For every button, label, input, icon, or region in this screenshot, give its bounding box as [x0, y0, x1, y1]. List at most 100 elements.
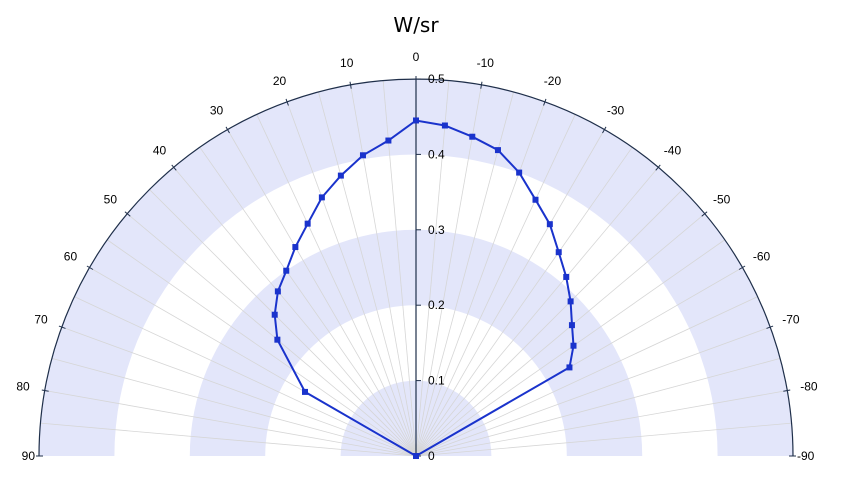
radial-tick-label: 0.1 — [428, 374, 445, 388]
grid-spoke — [415, 422, 792, 457]
data-point — [304, 220, 311, 227]
grid-spoke — [415, 146, 633, 457]
angle-tick-label: -80 — [800, 380, 818, 394]
grid-spoke — [126, 213, 417, 457]
data-point — [566, 364, 573, 371]
data-point — [469, 133, 476, 140]
angle-tick-label: 20 — [273, 74, 287, 88]
angle-tick-label: 40 — [153, 143, 167, 157]
angle-tick-label: 10 — [340, 56, 354, 70]
radial-tick-label: 0.3 — [428, 223, 445, 237]
angle-tick — [124, 211, 131, 217]
grid-spoke — [415, 390, 788, 457]
data-point — [568, 322, 575, 329]
grid-spoke — [61, 326, 417, 457]
radial-band — [39, 79, 793, 456]
data-point — [301, 388, 308, 395]
data-point — [337, 172, 344, 179]
grid-spoke — [199, 146, 417, 457]
data-point — [359, 152, 366, 159]
angle-tick-label: -10 — [477, 56, 495, 70]
grid-spoke — [415, 213, 706, 457]
data-point — [413, 117, 419, 124]
grid-spoke — [318, 91, 417, 457]
angle-tick-label: -30 — [607, 103, 625, 117]
angle-tick-label: 0 — [413, 50, 420, 64]
radial-tick-label: 0 — [428, 449, 435, 463]
data-point — [494, 147, 501, 154]
grid-spoke — [40, 422, 417, 457]
angle-tick-label: -90 — [797, 449, 815, 463]
angle-ticks-layer: 90 80 70 60 50 40 30 20 10 0 -10 -20 -30 -40 -50 -60 -70… — [16, 50, 818, 463]
grid-spoke — [415, 326, 771, 457]
data-point — [441, 122, 448, 129]
grid-spoke — [415, 239, 726, 457]
radial-tick-label: 0.5 — [428, 72, 445, 86]
angle-tick — [783, 389, 791, 392]
data-point — [385, 137, 392, 144]
angle-tick — [655, 164, 661, 171]
angle-tick-label: -20 — [544, 74, 562, 88]
grid-layer — [40, 80, 792, 457]
grid-spoke — [350, 84, 417, 457]
grid-spoke — [51, 358, 417, 457]
radial-tick-label: 0.2 — [428, 298, 445, 312]
chart-title: W/sr — [393, 13, 439, 37]
angle-tick — [480, 81, 483, 89]
data-point — [546, 221, 553, 228]
angle-tick — [766, 325, 774, 329]
data-point — [516, 169, 523, 176]
grid-spoke — [44, 390, 417, 457]
angle-tick-label: 30 — [210, 103, 224, 117]
angle-tick — [285, 98, 289, 106]
grid-spoke — [149, 189, 417, 457]
angle-tick — [701, 211, 708, 217]
grid-spoke — [415, 166, 659, 457]
angle-tick — [738, 265, 746, 270]
data-point — [318, 194, 325, 201]
angle-tick — [41, 389, 49, 392]
grid-spoke — [173, 166, 417, 457]
data-point — [274, 336, 281, 343]
grid-spoke — [74, 296, 417, 457]
data-point — [413, 453, 419, 459]
angle-tick — [86, 265, 94, 270]
angle-tick-label: 90 — [22, 449, 36, 463]
data-point — [292, 244, 299, 251]
angle-tick — [58, 325, 66, 329]
data-point — [283, 267, 290, 274]
grid-spoke — [286, 101, 417, 457]
grid-spoke — [415, 189, 683, 457]
grid-spoke — [415, 358, 781, 457]
grid-spoke — [415, 114, 576, 457]
angle-tick — [225, 126, 230, 134]
angle-tick-label: -40 — [664, 143, 682, 157]
angle-tick-label: 50 — [104, 193, 118, 207]
grid-spoke — [415, 129, 605, 457]
grid-spoke — [415, 84, 482, 457]
angle-tick-label: -60 — [753, 250, 771, 264]
radial-axis-layer: 0 0.1 0.2 0.3 0.4 0.5 — [415, 72, 445, 463]
angle-tick — [171, 164, 177, 171]
data-point — [555, 249, 562, 256]
data-point — [563, 273, 570, 280]
angle-tick-label: 80 — [16, 380, 30, 394]
data-point — [532, 196, 539, 203]
data-point — [274, 288, 281, 295]
radial-tick-label: 0.4 — [428, 147, 445, 161]
angle-tick — [543, 98, 547, 106]
angle-tick-label: 70 — [34, 313, 48, 327]
data-point — [271, 311, 278, 318]
data-point — [570, 342, 577, 349]
data-point — [567, 298, 574, 305]
angle-tick-label: -50 — [713, 193, 731, 207]
angle-tick — [349, 81, 352, 89]
angle-tick-label: -70 — [782, 313, 800, 327]
series-line — [273, 119, 575, 457]
radial-band — [189, 229, 643, 456]
grid-spoke — [415, 80, 450, 457]
series-layer — [271, 117, 577, 459]
grid-spoke — [415, 101, 546, 457]
angle-tick — [602, 126, 607, 134]
